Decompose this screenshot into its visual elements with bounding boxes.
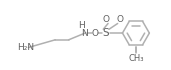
Text: CH₃: CH₃ xyxy=(128,54,144,63)
Text: S: S xyxy=(103,28,109,38)
Text: N: N xyxy=(81,29,87,38)
Text: O: O xyxy=(103,15,110,24)
Text: H: H xyxy=(78,21,84,30)
Text: O: O xyxy=(91,29,98,38)
Text: H₂N: H₂N xyxy=(17,43,34,52)
Text: O: O xyxy=(116,15,123,24)
